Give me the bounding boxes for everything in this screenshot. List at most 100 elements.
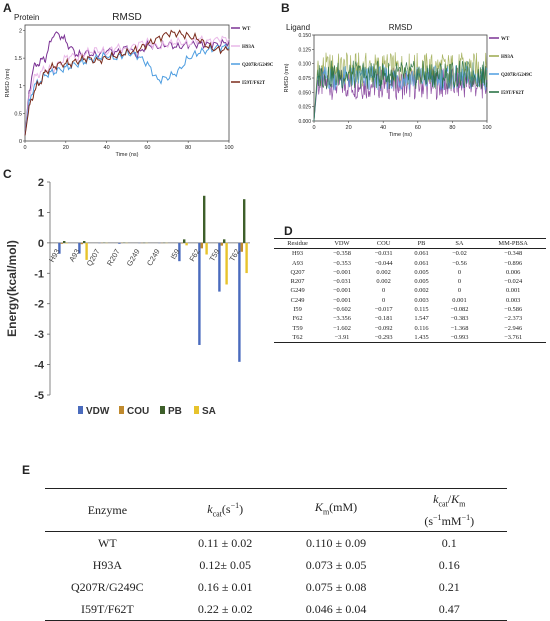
table-e-cell: 0.075 ± 0.08: [281, 576, 392, 598]
table-d-cell: I59: [274, 305, 321, 314]
x-tick-label: 100: [482, 125, 491, 131]
y-tick-label: 0.075: [298, 76, 311, 82]
table-d-cell: −2.946: [480, 324, 546, 333]
table-d-cell: −3.91: [321, 333, 363, 343]
table-e-cell: 0.16 ± 0.01: [170, 576, 281, 598]
table-e-cell: H93A: [45, 554, 170, 576]
legend-swatch-cou: [119, 406, 124, 414]
bar-cou-t59: [221, 243, 223, 246]
table-d-cell: −0.993: [439, 333, 481, 343]
bar-sa-i59: [185, 243, 187, 245]
y-tick-label: -2: [34, 299, 44, 311]
bar-vdw-t62: [238, 243, 240, 362]
legend-label-sa: SA: [202, 406, 216, 417]
table-d-cell: −0.586: [480, 305, 546, 314]
table-d-cell: −0.001: [321, 296, 363, 305]
legend-swatch-sa: [194, 406, 199, 414]
table-d-cell: 0.115: [404, 305, 438, 314]
table-d-cell: −0.024: [480, 277, 546, 286]
table-d-cell: −0.56: [439, 259, 481, 268]
table-d-cell: 1.435: [404, 333, 438, 343]
table-d-cell: −3.761: [480, 333, 546, 343]
y-tick-label: 1: [19, 84, 22, 90]
x-tick-label: 40: [380, 125, 386, 131]
table-d-cell: T62: [274, 333, 321, 343]
table-d-cell: 0: [439, 268, 481, 277]
legend-label-i59t-f62t: I59T/F62T: [242, 81, 266, 86]
table-e-cell: I59T/F62T: [45, 598, 170, 621]
table-d-cell: −0.001: [321, 286, 363, 295]
table-d-cell: Q207: [274, 268, 321, 277]
legend-label-h93a: H93A: [501, 55, 514, 60]
header-kcat: kcat(s−1): [170, 489, 281, 532]
bar-cou-a93: [81, 243, 83, 244]
table-e-cell: 0.21: [391, 576, 507, 598]
table-d-cell: T59: [274, 324, 321, 333]
table-d-cell: 0.116: [404, 324, 438, 333]
table-d-cell: 0: [439, 277, 481, 286]
table-d-cell: −0.293: [363, 333, 405, 343]
bar-sa-t62: [245, 243, 247, 273]
table-e-cell: WT: [45, 532, 170, 555]
table-d-header-residue: Residue: [274, 239, 321, 249]
table-d-cell: −0.181: [363, 314, 405, 323]
table-d-cell: −0.353: [321, 259, 363, 268]
bar-pb-i59: [183, 239, 185, 242]
x-tick-label: 20: [63, 145, 69, 151]
series-line-h93a: [25, 36, 229, 135]
table-d-cell: −0.348: [480, 249, 546, 259]
table-d-cell: 0.003: [480, 296, 546, 305]
table-d-cell: −0.092: [363, 324, 405, 333]
x-tick-label: 80: [185, 145, 191, 151]
bar-pb-f62: [203, 196, 205, 243]
table-e-cell: 0.11 ± 0.02: [170, 532, 281, 555]
table-d-cell: −0.896: [480, 259, 546, 268]
ratio-unit-b: mM: [442, 514, 462, 528]
legend-label-cou: COU: [127, 406, 149, 417]
table-d-cell: 0: [439, 286, 481, 295]
chart-title: RMSD: [389, 23, 413, 32]
series-line-q207r-g249c: [25, 44, 229, 135]
legend-swatch-pb: [160, 406, 165, 414]
x-tick-label: 20: [346, 125, 352, 131]
table-d-cell: 0: [363, 286, 405, 295]
ratio-K: K: [451, 492, 459, 506]
legend-swatch-vdw: [78, 406, 83, 414]
table-d-cell: −0.082: [439, 305, 481, 314]
y-tick-label: -3: [34, 329, 44, 341]
y-tick-label: 0: [38, 238, 44, 250]
table-d-cell: −1.602: [321, 324, 363, 333]
x-tick-label: 60: [144, 145, 150, 151]
table-d-cell: F62: [274, 314, 321, 323]
table-d-header-cou: COU: [363, 239, 405, 249]
table-d-cell: 0.002: [404, 286, 438, 295]
table-e-cell: 0.22 ± 0.02: [170, 598, 281, 621]
legend-label-i59t-f62t: I59T/F62T: [501, 91, 525, 96]
km-symbol: K: [315, 500, 323, 514]
table-d-header-sa: SA: [439, 239, 481, 249]
table-e-cell: 0.046 ± 0.04: [281, 598, 392, 621]
y-tick-label: 0.150: [298, 33, 311, 39]
bar-cou-f62: [201, 243, 203, 249]
bar-vdw-f62: [198, 243, 200, 345]
table-d-header-vdw: VDW: [321, 239, 363, 249]
ratio-unit-a: (s: [424, 514, 433, 528]
panel-label-e: E: [22, 463, 30, 477]
y-tick-label: 0: [19, 139, 22, 145]
x-tick-label: 40: [104, 145, 110, 151]
kcat-unit-sup: −1: [231, 501, 240, 510]
chart-title: RMSD: [112, 12, 141, 23]
y-axis-label: Energy(kcal/mol): [5, 240, 19, 337]
table-d-cell: −0.602: [321, 305, 363, 314]
legend-label-wt: WT: [501, 37, 510, 42]
y-tick-label: 0.025: [298, 105, 311, 111]
table-d-cell: −0.031: [363, 249, 405, 259]
